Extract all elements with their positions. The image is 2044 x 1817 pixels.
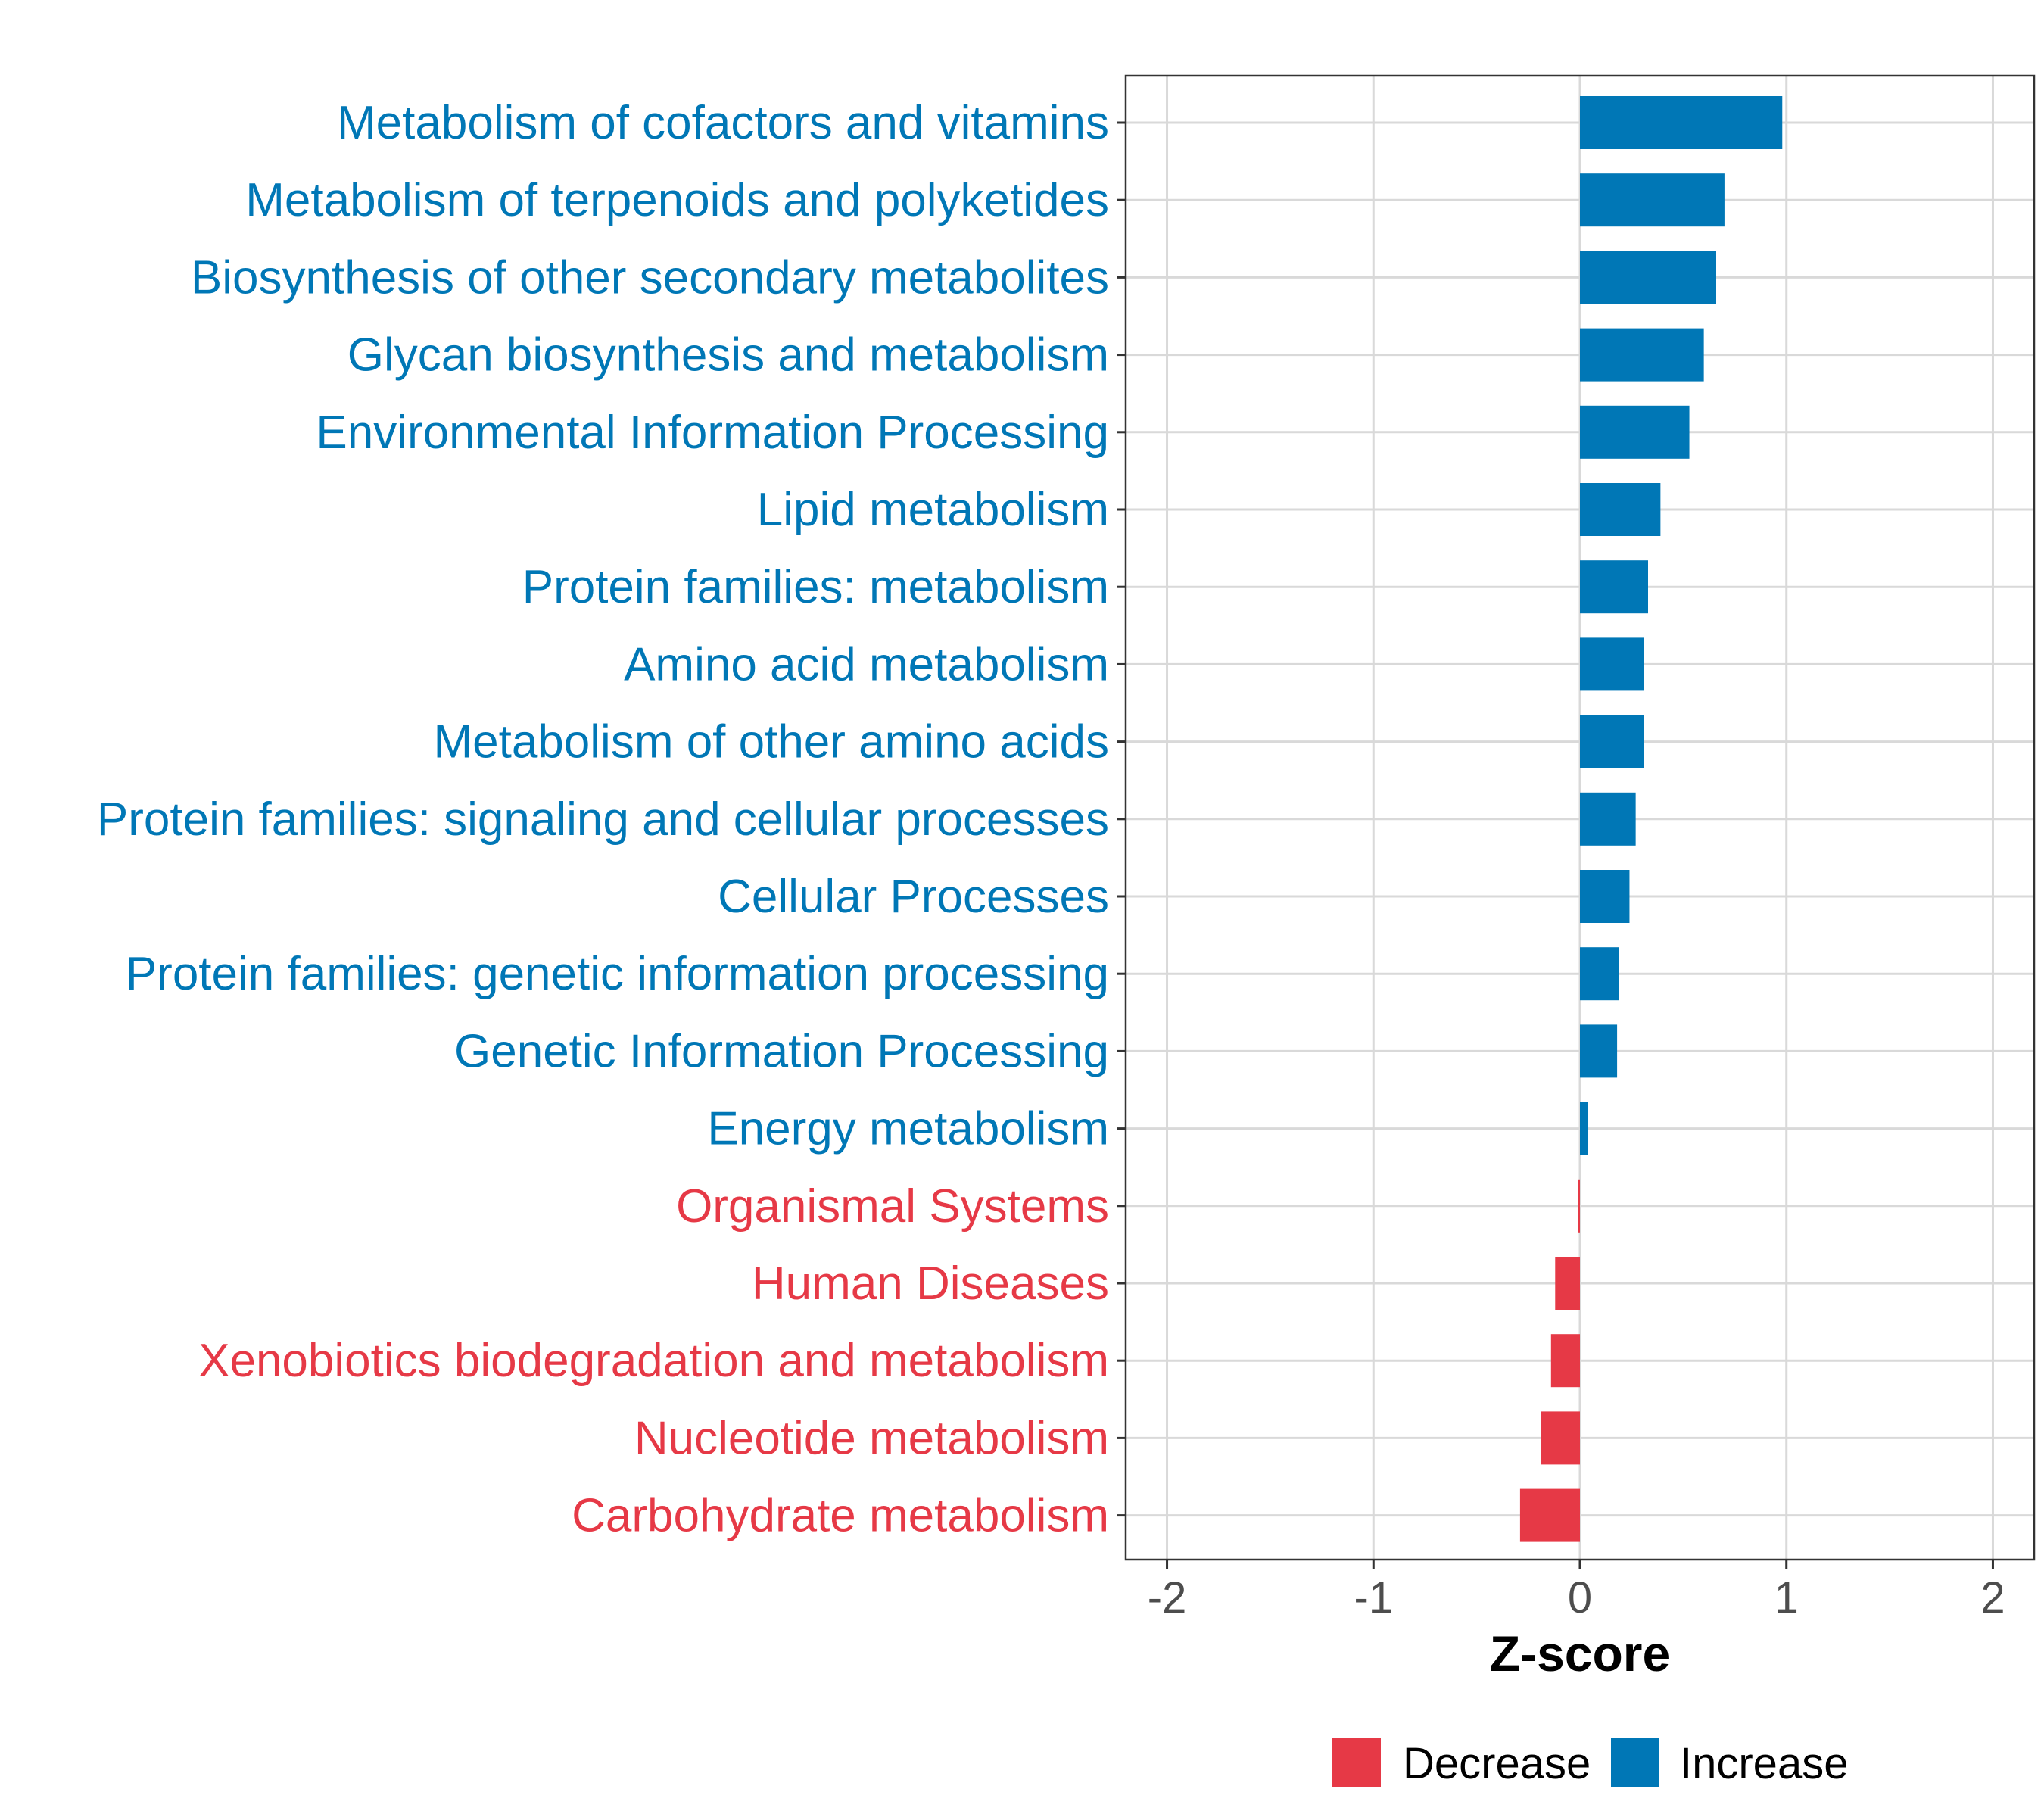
bar-5 <box>1580 483 1661 536</box>
bar-4 <box>1580 405 1690 459</box>
category-label-12: Genetic Information Processing <box>454 1025 1109 1077</box>
bar-11 <box>1580 947 1619 1001</box>
bars <box>1519 96 1783 1542</box>
x-axis-title: Z-score <box>1490 1625 1670 1681</box>
category-label-1: Metabolism of terpenoids and polyketides <box>245 174 1109 226</box>
legend-label-decrease: Decrease <box>1403 1739 1591 1788</box>
legend: Decrease Increase <box>1332 1738 1848 1788</box>
category-label-18: Carbohydrate metabolism <box>572 1490 1109 1542</box>
bar-15 <box>1555 1257 1580 1310</box>
category-label-17: Nucleotide metabolism <box>634 1412 1109 1464</box>
bar-2 <box>1580 251 1716 304</box>
x-tick-label-4: 2 <box>1980 1573 2005 1622</box>
bar-14 <box>1578 1179 1580 1233</box>
category-label-2: Biosynthesis of other secondary metaboli… <box>191 251 1109 304</box>
bar-16 <box>1550 1334 1580 1388</box>
legend-swatch-increase <box>1611 1738 1659 1787</box>
bar-17 <box>1541 1411 1580 1465</box>
bar-7 <box>1580 637 1644 691</box>
x-axis-ticks: -2 -1 0 1 2 <box>1148 1560 2005 1622</box>
bar-9 <box>1580 792 1636 846</box>
bar-10 <box>1580 870 1630 923</box>
bar-18 <box>1519 1488 1580 1542</box>
bar-0 <box>1580 96 1783 149</box>
bar-3 <box>1580 328 1704 382</box>
category-label-5: Lipid metabolism <box>757 484 1109 536</box>
legend-swatch-decrease <box>1332 1738 1381 1787</box>
y-axis-ticks <box>1117 121 1126 1517</box>
category-label-3: Glycan biosynthesis and metabolism <box>347 329 1109 382</box>
category-label-4: Environmental Information Processing <box>316 407 1109 459</box>
category-label-11: Protein families: genetic information pr… <box>126 948 1109 1000</box>
bar-1 <box>1580 173 1725 227</box>
x-tick-label-2: 0 <box>1568 1573 1592 1622</box>
x-tick-label-1: -1 <box>1354 1573 1393 1622</box>
category-label-6: Protein families: metabolism <box>522 561 1109 613</box>
category-label-15: Human Diseases <box>752 1258 1109 1310</box>
category-label-16: Xenobiotics biodegradation and metabolis… <box>198 1335 1109 1387</box>
x-tick-label-3: 1 <box>1774 1573 1799 1622</box>
category-label-8: Metabolism of other amino acids <box>433 716 1109 768</box>
category-label-10: Cellular Processes <box>718 871 1109 923</box>
legend-label-increase: Increase <box>1680 1739 1848 1788</box>
x-tick-label-0: -2 <box>1148 1573 1187 1622</box>
category-label-9: Protein families: signaling and cellular… <box>97 793 1109 846</box>
category-label-14: Organismal Systems <box>676 1180 1109 1233</box>
category-label-13: Energy metabolism <box>707 1103 1109 1155</box>
bar-6 <box>1580 560 1648 614</box>
bar-8 <box>1580 715 1644 768</box>
category-labels: Metabolism of cofactors and vitamins Meta… <box>97 97 1109 1542</box>
bar-13 <box>1580 1102 1588 1155</box>
bar-12 <box>1580 1024 1618 1078</box>
category-label-7: Amino acid metabolism <box>624 638 1109 690</box>
category-label-0: Metabolism of cofactors and vitamins <box>337 97 1109 149</box>
